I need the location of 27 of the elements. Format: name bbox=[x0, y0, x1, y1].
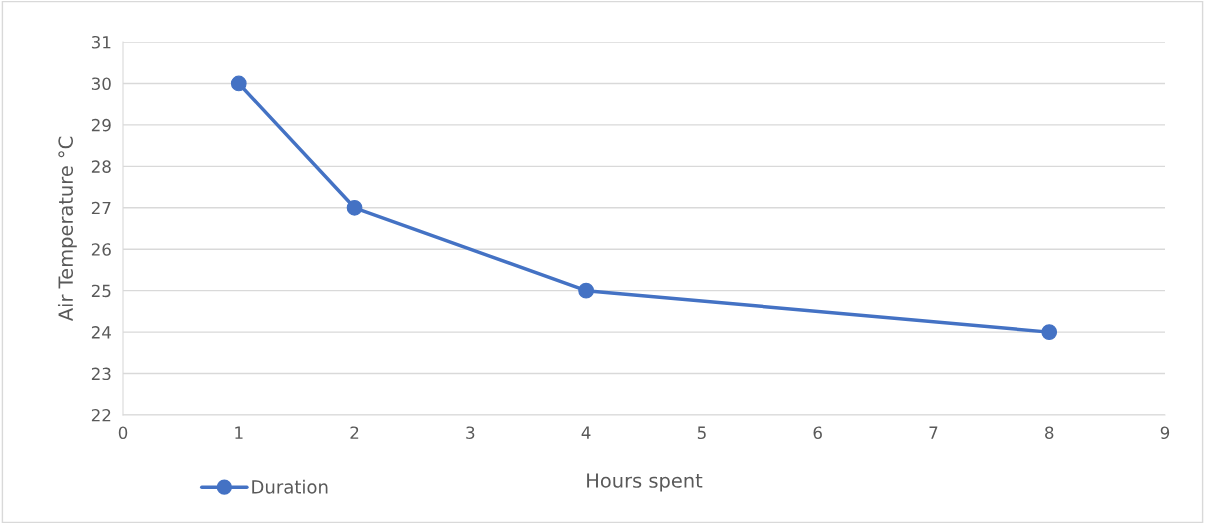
x-tick-label: 2 bbox=[350, 426, 359, 439]
point bbox=[578, 282, 594, 299]
x-tick-label: 3 bbox=[466, 426, 475, 440]
legend-label: Duration bbox=[252, 479, 328, 494]
x-axis-title: Hours spent bbox=[587, 473, 703, 492]
y-tick-label: 25 bbox=[91, 284, 111, 298]
x-tick-label: 0 bbox=[118, 426, 128, 440]
point bbox=[1041, 324, 1058, 340]
x-tick-label: 7 bbox=[929, 426, 938, 439]
y-tick-label: 23 bbox=[91, 367, 111, 381]
y-tick-label: 27 bbox=[91, 201, 111, 215]
x-tick-label: 1 bbox=[235, 426, 243, 439]
y-tick-label: 31 bbox=[91, 35, 111, 49]
y-tick-label: 24 bbox=[91, 326, 111, 339]
x-tick-label: 6 bbox=[813, 426, 822, 440]
x-tick-label: 8 bbox=[1045, 426, 1054, 440]
y-tick-label: 22 bbox=[91, 408, 111, 422]
x-tick-label: 9 bbox=[1160, 426, 1170, 440]
y-axis-title: Air Temperature °C bbox=[57, 136, 77, 322]
x-tick-label: 4 bbox=[581, 426, 591, 439]
y-tick-label: 28 bbox=[91, 160, 111, 173]
point bbox=[346, 199, 363, 216]
y-tick-label: 26 bbox=[91, 243, 111, 256]
y-tick-label: 30 bbox=[91, 77, 111, 91]
x-tick-label: 5 bbox=[697, 426, 706, 440]
point bbox=[230, 75, 247, 92]
y-tick-label: 29 bbox=[91, 118, 111, 132]
